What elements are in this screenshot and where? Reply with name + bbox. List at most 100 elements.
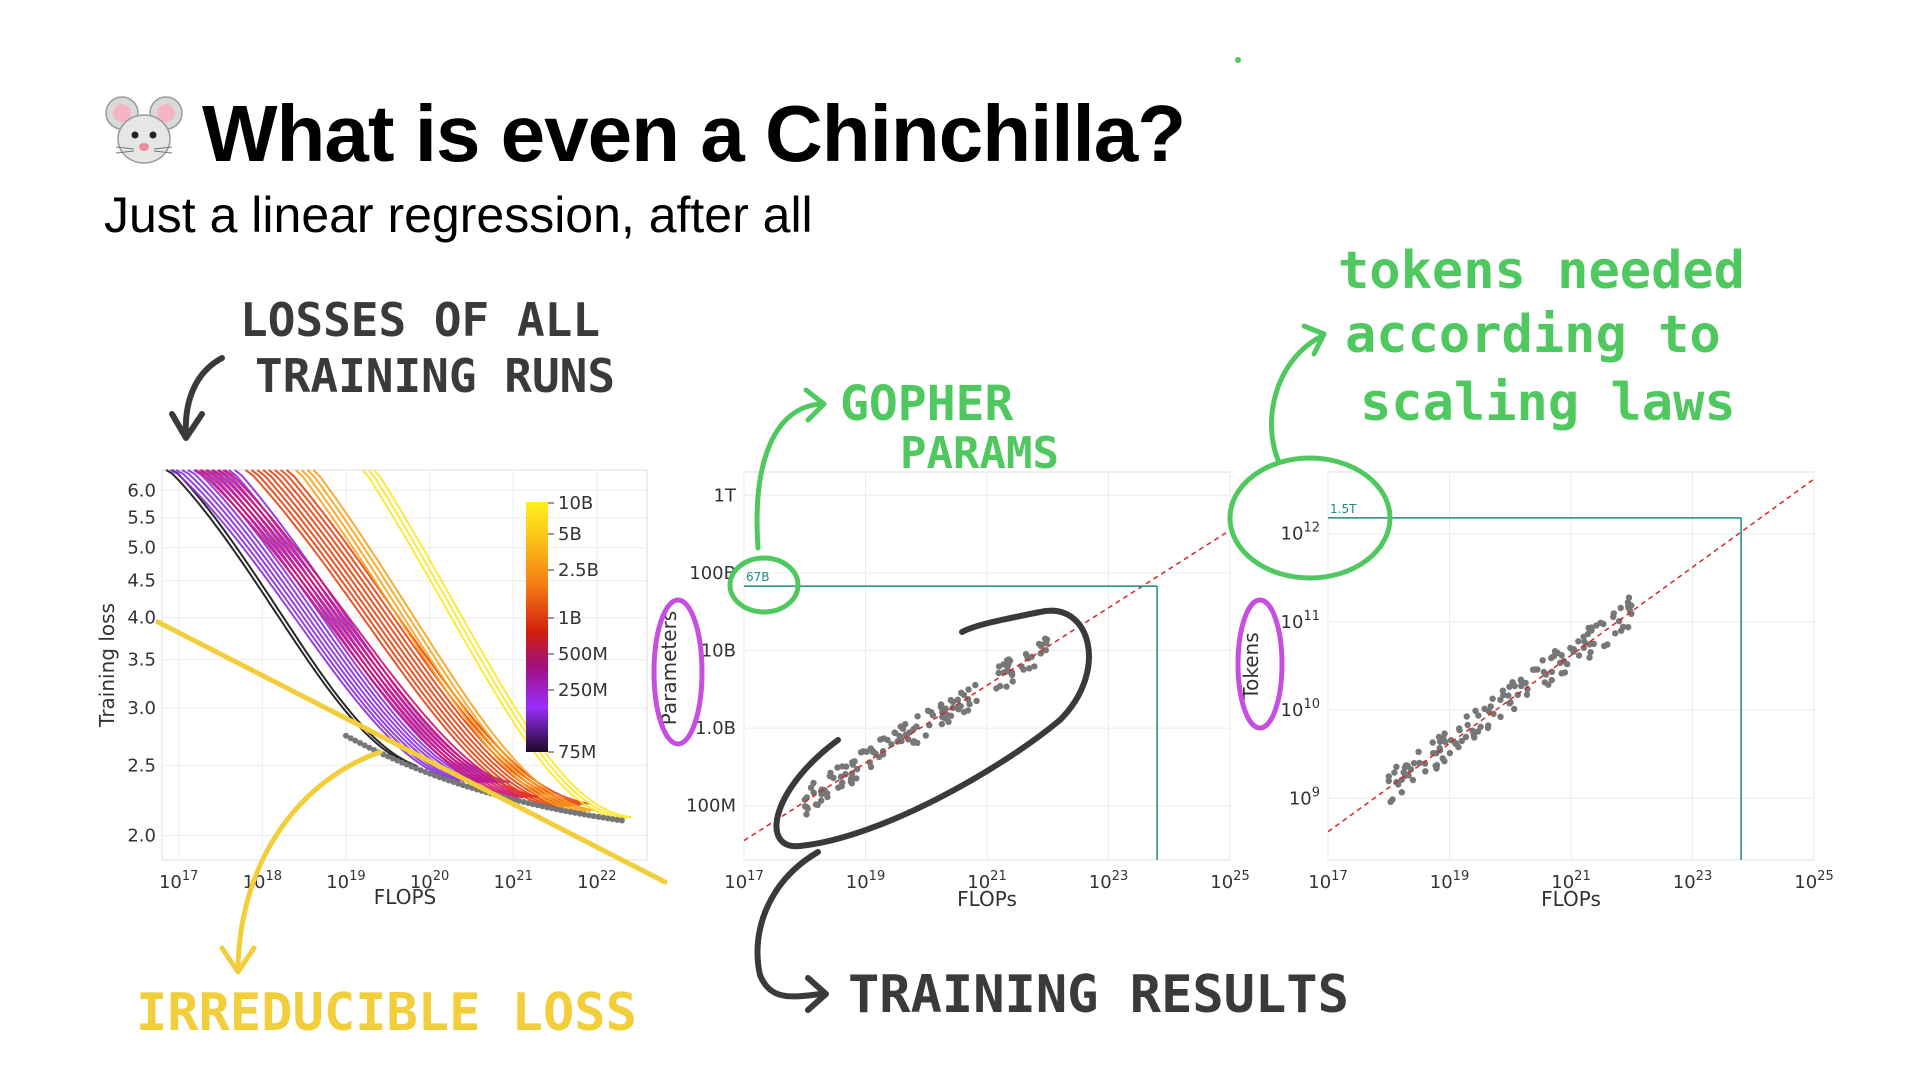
losses-arrow-head	[169, 411, 205, 441]
plot2-y-ticks: 1T 100B 10B 1.0B 100M	[686, 485, 737, 816]
p3-point	[1610, 613, 1617, 620]
p3-point	[1441, 730, 1448, 737]
plot1-y-tick: 6.0	[127, 480, 156, 501]
p2-x-tick: 1019	[846, 869, 885, 893]
p3-point	[1551, 648, 1559, 655]
colorbar-label: 1B	[558, 608, 582, 629]
p3-point	[1511, 705, 1518, 713]
p3-point	[1587, 649, 1594, 656]
p2-point	[839, 763, 846, 770]
p3-point	[1511, 682, 1518, 690]
p3-point	[1575, 638, 1582, 645]
p2-point	[922, 732, 929, 739]
p2-point	[812, 801, 820, 808]
frontier-point	[436, 774, 443, 781]
p2-point	[1004, 663, 1011, 670]
frontier-point	[539, 803, 546, 810]
title-text: What is even a Chinchilla?	[202, 89, 1186, 178]
p2-point	[1037, 643, 1045, 650]
loss-curve-1B	[244, 469, 556, 809]
p3-y-tick: 1011	[1281, 609, 1320, 633]
plot1-y-label: Training loss	[95, 603, 119, 728]
plot1-x-tick: 1019	[326, 869, 365, 893]
p2-point	[1003, 683, 1010, 690]
plot1-x-label: FLOPS	[374, 885, 436, 909]
plot3-points	[1385, 594, 1635, 805]
plot1-y-tick: 4.5	[127, 571, 156, 592]
p3-point	[1597, 619, 1604, 626]
frontier-point	[408, 763, 415, 770]
tokens-chart: 1.5T 1017 1019 1021 1023 1025 10121011101010…	[1239, 471, 1834, 911]
frontier-point	[562, 808, 569, 815]
loss-curve-75M	[165, 469, 414, 767]
p2-point	[913, 723, 920, 730]
p2-highlight-label: 67B	[746, 570, 770, 584]
colorbar-label: 75M	[558, 742, 596, 763]
frontier-point	[600, 814, 607, 821]
colorbar-label: 2.5B	[558, 560, 599, 581]
colorbar-label: 250M	[558, 680, 608, 701]
loss-curve-1B	[256, 469, 566, 808]
p3-point	[1410, 760, 1418, 767]
p3-point	[1586, 654, 1593, 661]
p3-point	[1462, 733, 1470, 741]
colorbar-label: 10B	[558, 493, 593, 514]
p3-point	[1469, 727, 1476, 734]
p3-point	[1487, 703, 1494, 710]
p2-point	[905, 736, 912, 743]
p2-y-tick: 100M	[686, 796, 736, 817]
tokens-needed-annotation: tokens needed according to scaling laws	[1227, 241, 1745, 581]
p2-point	[1026, 665, 1033, 672]
plot1-y-ticks: 6.0 5.5 5.0 4.5 4.0 3.5 3.0 2.5 2.0	[127, 480, 156, 846]
loss-curve-500M	[224, 469, 539, 798]
p2-point	[835, 784, 842, 791]
frontier-point	[422, 769, 429, 776]
p3-point	[1391, 769, 1398, 776]
p3-point	[1422, 768, 1429, 775]
frontier-point	[516, 797, 523, 804]
frontier-point	[595, 813, 602, 820]
gopher-text-line1: GOPHER	[840, 376, 1013, 432]
losses-arrow	[182, 355, 225, 439]
p3-point	[1409, 776, 1417, 784]
p2-point	[966, 700, 973, 708]
p3-point	[1463, 713, 1470, 720]
p2-point	[958, 689, 965, 696]
frontier-point	[366, 744, 373, 751]
loss-curve-1B	[262, 469, 571, 808]
p3-point	[1471, 734, 1478, 741]
p3-point	[1567, 644, 1574, 652]
plot1-x-tick: 1021	[493, 869, 532, 893]
p2-point	[955, 706, 962, 713]
tokens-needed-line2: according to	[1345, 305, 1721, 365]
p3-x-tick: 1023	[1673, 869, 1712, 893]
loss-curves-chart: 1017 1018 1019 1020 1021 1022 6.05.55.04.54.0…	[95, 469, 648, 909]
p2-point	[1031, 663, 1038, 670]
frontier-point	[431, 772, 438, 779]
frontier-point	[553, 806, 560, 813]
frontier-point	[567, 809, 574, 816]
frontier-point	[581, 811, 588, 818]
plot1-x-tick: 1017	[159, 869, 198, 893]
training-results-arrow	[754, 849, 823, 1000]
training-results-annotation: TRAINING RESULTS	[754, 607, 1349, 1025]
p3-point	[1385, 773, 1393, 780]
frontier-point	[356, 740, 363, 747]
params-chart: 67B 1017 1019 1021 1023 1025 1T 100B 10B 1.0B 10…	[657, 471, 1250, 911]
colorbar-label: 5B	[558, 524, 582, 545]
p3-point	[1575, 652, 1583, 659]
green-mark	[1235, 57, 1241, 63]
plot1-y-tick: 4.0	[127, 608, 156, 629]
p2-fit	[743, 529, 1231, 842]
frontier-point	[548, 805, 555, 812]
loss-curve-10B	[361, 469, 623, 820]
frontier-point	[609, 816, 616, 823]
p2-point	[914, 713, 921, 720]
p2-point	[972, 681, 979, 689]
p3-point	[1433, 765, 1440, 772]
p3-point	[1429, 739, 1436, 746]
p2-point	[810, 779, 817, 787]
p2-point	[949, 698, 957, 706]
p2-x-tick: 1023	[1089, 869, 1128, 893]
